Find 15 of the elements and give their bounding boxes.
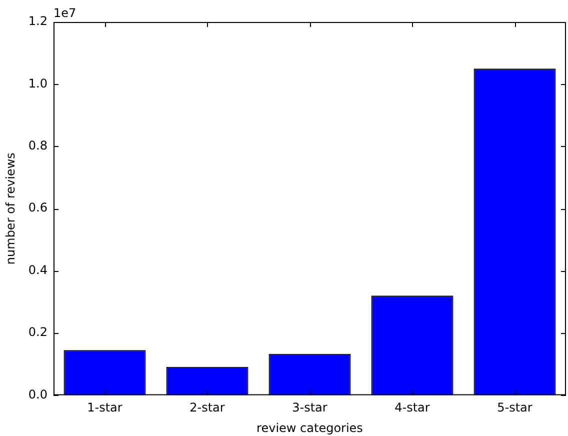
y-tick-label: 0.6 [28,200,48,215]
y-tick-label: 0.8 [28,138,48,153]
y-tick-label: 1.0 [28,76,48,90]
x-tick-label: 5-star [497,400,532,415]
x-axis-title: review categories [256,420,363,435]
x-tick-label: 3-star [292,400,328,415]
y-tick-label: 0.4 [28,262,48,277]
y-axis-title: number of reviews [3,152,18,265]
text: 1e7 [53,6,76,20]
y-tick-label: 0.2 [28,325,48,340]
y-tick-label: 1.2 [28,14,48,28]
x-tick-label: 2-star [190,400,225,415]
x-tick-label: 4-star [394,400,430,415]
y-tick-label: 0.0 [28,387,48,402]
x-tick-label: 1-star [87,400,122,415]
